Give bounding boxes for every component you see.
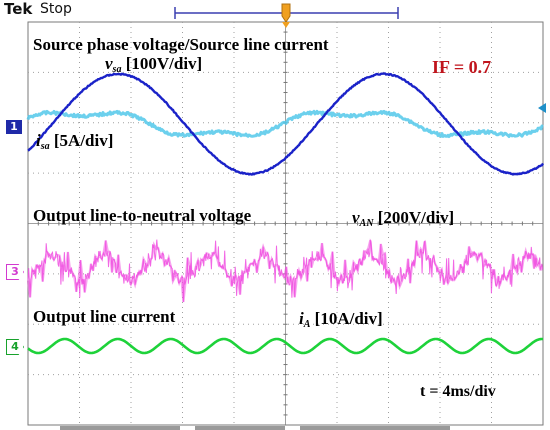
plot2-title: Output line-to-neutral voltage xyxy=(33,206,252,225)
van-symbol: v xyxy=(352,208,360,227)
ia-subscript: A xyxy=(303,319,311,330)
van-label: vAN [200V/div] xyxy=(352,208,454,229)
tek-brand-logo: Tek xyxy=(4,0,33,18)
van-subscript: AN xyxy=(359,218,374,229)
plot3-title: Output line current xyxy=(33,307,176,326)
ia-symbol: i xyxy=(299,309,304,328)
isa-subscript: sa xyxy=(40,141,50,152)
bottom-bar-segment xyxy=(60,426,180,430)
channel-4-marker[interactable]: 4 xyxy=(6,339,24,355)
waveform-traces xyxy=(26,72,545,355)
van-trace-envelope xyxy=(26,240,543,303)
vsa-label: vsa [100V/div] xyxy=(105,54,202,75)
channel-2-reference-arrow xyxy=(538,103,546,113)
if-value-label: IF = 0.7 xyxy=(432,57,492,77)
ia-trace xyxy=(27,337,544,355)
channel-3-marker[interactable]: 3 xyxy=(6,264,24,280)
trigger-position-bar xyxy=(60,3,450,430)
isa-label: isa [5A/div] xyxy=(36,131,113,152)
isa-trace xyxy=(26,109,544,138)
isa-scale: [5A/div] xyxy=(53,131,114,150)
van-scale: [200V/div] xyxy=(377,208,455,227)
vsa-scale: [100V/div] xyxy=(125,54,203,73)
acquisition-status: Stop xyxy=(40,1,72,17)
ia-scale: [10A/div] xyxy=(314,309,383,328)
plot1-title: Source phase voltage/Source line current xyxy=(33,35,329,54)
vsa-subscript: sa xyxy=(112,64,122,75)
channel-1-marker[interactable]: 1 xyxy=(6,120,22,134)
vsa-trace xyxy=(27,72,545,176)
bottom-bar-segment xyxy=(195,426,285,430)
vsa-symbol: v xyxy=(105,54,113,73)
ia-label: iA [10A/div] xyxy=(299,309,383,330)
trigger-point-icon xyxy=(282,22,290,28)
bottom-bar-segment xyxy=(300,426,450,430)
isa-symbol: i xyxy=(36,131,41,150)
graticule-grid xyxy=(27,21,544,426)
trigger-position-marker xyxy=(281,3,291,23)
timebase-label: t = 4ms/div xyxy=(420,383,496,400)
